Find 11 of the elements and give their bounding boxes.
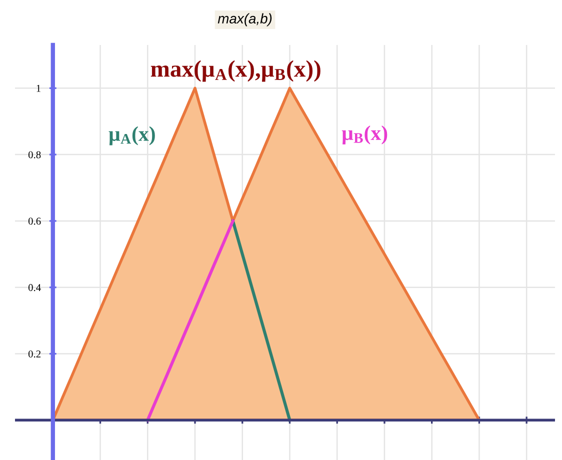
y-tick-label: 1: [36, 84, 40, 92]
series-label: max(μ$_{A}$(x),μ$_{B}$(x)): [150, 60, 320, 82]
chart-title: max(a,b): [218, 13, 272, 26]
y-tick-label: 0.8: [28, 151, 41, 158]
text: μ$_{B}$(x): [342, 125, 388, 144]
text: μ$_{A}$(x): [108, 126, 155, 146]
y-tick-label: 0.2: [28, 350, 41, 358]
y-tick-label: 0.4: [28, 284, 41, 292]
line-series: [146, 219, 234, 422]
line-series: [231, 219, 292, 422]
y-tick-label: 0.6: [28, 218, 41, 225]
